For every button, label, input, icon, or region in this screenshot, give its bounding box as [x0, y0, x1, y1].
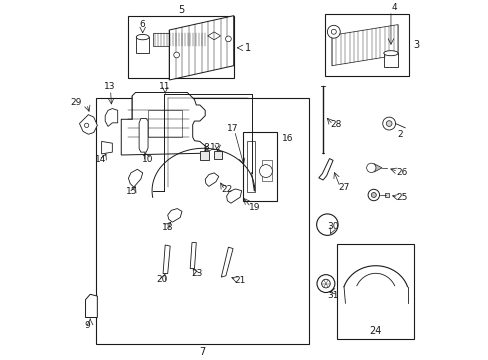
Ellipse shape: [136, 35, 149, 40]
Polygon shape: [121, 93, 205, 155]
Text: 20: 20: [156, 275, 168, 284]
Polygon shape: [331, 24, 397, 66]
Circle shape: [331, 29, 336, 34]
Bar: [128, 16, 233, 78]
Text: 12: 12: [209, 143, 221, 152]
Text: 27: 27: [337, 183, 349, 192]
Bar: [383, 53, 397, 67]
Text: 5: 5: [178, 5, 184, 15]
Bar: [324, 14, 408, 76]
Bar: [246, 141, 254, 193]
Text: 11: 11: [159, 82, 171, 91]
Text: 7: 7: [199, 347, 205, 357]
Polygon shape: [169, 16, 233, 80]
Text: 6: 6: [140, 20, 145, 29]
Text: 16: 16: [282, 134, 293, 143]
Ellipse shape: [383, 51, 397, 56]
Circle shape: [326, 25, 340, 38]
Circle shape: [370, 193, 376, 198]
Text: 19: 19: [248, 203, 260, 212]
Polygon shape: [102, 141, 112, 154]
Bar: [136, 37, 149, 53]
Circle shape: [366, 163, 375, 172]
Circle shape: [84, 123, 89, 127]
Bar: [384, 193, 388, 197]
Text: 31: 31: [326, 291, 338, 300]
Text: 21: 21: [234, 276, 245, 285]
Circle shape: [259, 165, 272, 177]
Polygon shape: [105, 109, 118, 126]
Polygon shape: [226, 189, 241, 203]
Bar: [148, 110, 182, 137]
Text: 3: 3: [412, 40, 418, 50]
Bar: [214, 152, 222, 159]
Circle shape: [316, 275, 334, 293]
Polygon shape: [373, 163, 381, 172]
Text: 24: 24: [369, 326, 381, 336]
Text: 23: 23: [191, 269, 203, 278]
Polygon shape: [205, 173, 218, 186]
Text: 15: 15: [126, 187, 138, 196]
Text: 2: 2: [396, 130, 402, 139]
Text: 8: 8: [203, 143, 208, 152]
Bar: [337, 244, 413, 339]
Polygon shape: [262, 160, 271, 181]
Circle shape: [173, 52, 179, 58]
Text: 1: 1: [244, 43, 251, 53]
Polygon shape: [163, 245, 170, 274]
Circle shape: [316, 214, 337, 235]
Text: 14: 14: [95, 155, 106, 164]
Text: 22: 22: [221, 185, 232, 194]
Circle shape: [386, 121, 391, 126]
Polygon shape: [221, 247, 233, 277]
Polygon shape: [207, 32, 220, 40]
Bar: [242, 132, 276, 202]
Text: 29: 29: [70, 98, 81, 107]
Text: 13: 13: [103, 82, 115, 91]
Circle shape: [382, 117, 395, 130]
Circle shape: [225, 36, 231, 42]
Polygon shape: [139, 118, 148, 152]
Text: 18: 18: [162, 222, 173, 231]
Polygon shape: [190, 243, 196, 269]
Bar: [200, 152, 208, 160]
Bar: [96, 98, 308, 344]
Text: 30: 30: [326, 222, 338, 231]
Text: 9: 9: [84, 321, 90, 330]
Polygon shape: [80, 114, 97, 134]
Polygon shape: [85, 294, 97, 318]
Text: 26: 26: [396, 168, 407, 177]
Text: 4: 4: [391, 3, 397, 12]
Text: 10: 10: [142, 156, 153, 165]
Circle shape: [321, 279, 329, 288]
Polygon shape: [318, 158, 332, 180]
Text: 17: 17: [227, 124, 238, 133]
Text: 28: 28: [329, 120, 341, 129]
Polygon shape: [128, 169, 142, 187]
Polygon shape: [167, 208, 182, 222]
Bar: [153, 33, 206, 46]
Text: 25: 25: [396, 193, 407, 202]
Circle shape: [367, 189, 379, 201]
